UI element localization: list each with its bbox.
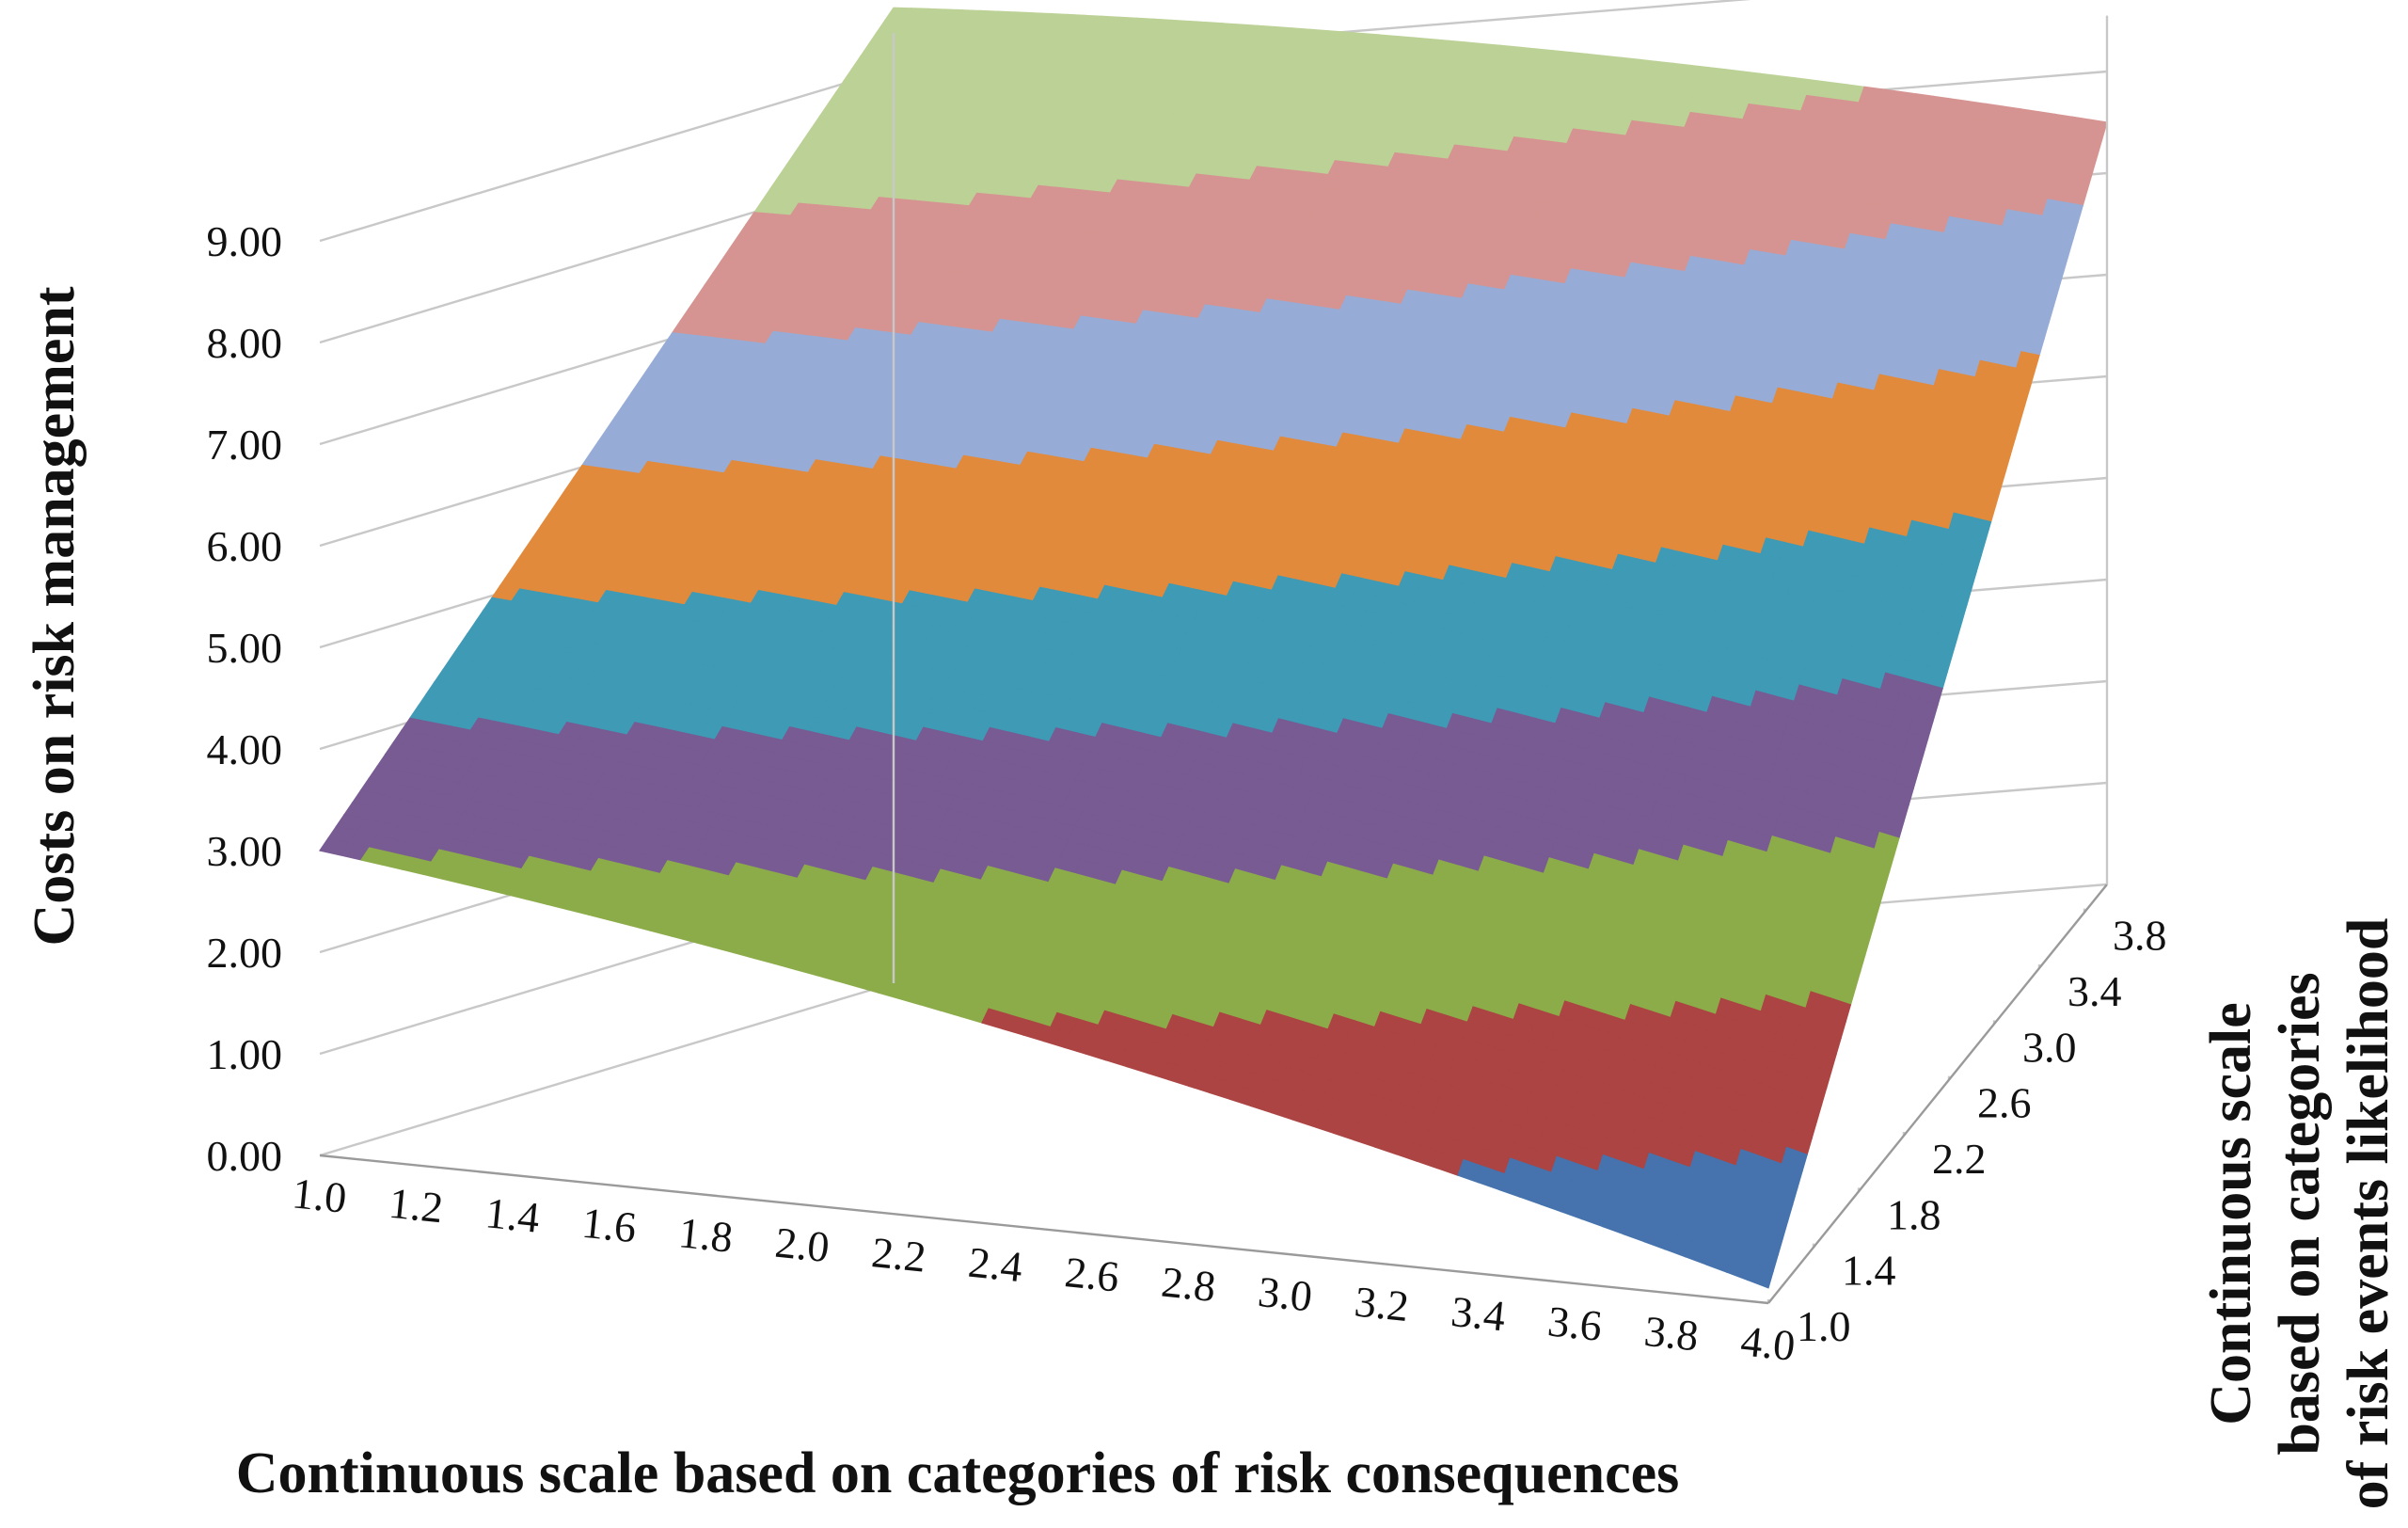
x-tick-label: 3.4: [1449, 1287, 1507, 1341]
z-tick-label: 1.00: [207, 1030, 283, 1078]
z-tick-label: 6.00: [207, 522, 283, 570]
x-tick-label: 1.8: [676, 1208, 735, 1262]
z-tick-label: 0.00: [207, 1132, 283, 1180]
x-tick-label: 2.0: [773, 1218, 832, 1272]
x-tick-label: 1.2: [387, 1179, 445, 1233]
z-tick-label: 9.00: [207, 217, 283, 265]
y-tick-label: 2.6: [1977, 1079, 2032, 1127]
x-tick-label: 3.8: [1642, 1307, 1701, 1361]
z-axis-title: Costs on risk management: [23, 286, 87, 946]
y-tick-label: 2.2: [1932, 1135, 1987, 1183]
y-tick-label: 1.4: [1842, 1247, 1896, 1295]
y-axis-title-line-1: Continuous scale: [2199, 1002, 2263, 1425]
x-tick-label: 2.4: [966, 1238, 1024, 1292]
x-tick-label: 3.2: [1353, 1277, 1411, 1330]
y-tick-label: 3.4: [2067, 967, 2122, 1015]
z-tick-label: 4.00: [207, 725, 283, 773]
x-tick-label: 3.0: [1256, 1267, 1314, 1321]
y-axis-title-line-3: of risk events likelihood: [2337, 918, 2400, 1510]
x-tick-label: 2.8: [1159, 1258, 1217, 1312]
y-tick-label: 1.8: [1887, 1190, 1941, 1238]
x-tick-label: 1.0: [290, 1169, 348, 1222]
z-tick-label: 3.00: [207, 827, 283, 875]
x-tick-label: 2.6: [1063, 1248, 1121, 1301]
y-tick-label: 1.0: [1797, 1302, 1851, 1350]
z-tick-label: 7.00: [207, 421, 283, 469]
y-axis-title-line-2: based on categories: [2268, 972, 2332, 1455]
x-tick-label: 2.2: [869, 1228, 927, 1281]
z-tick-label: 8.00: [207, 319, 283, 367]
surface: [319, 7, 2108, 1289]
y-tick-label: 3.8: [2113, 912, 2167, 960]
x-tick-label: 1.6: [579, 1199, 638, 1252]
x-tick-label: 1.4: [483, 1188, 542, 1242]
x-tick-label: 3.6: [1545, 1297, 1604, 1350]
z-axis-ticks: 0.00 1.00 2.00 3.00 4.00 5.00 6.00 7.00 8.00 9.00: [207, 217, 283, 1180]
z-tick-label: 5.00: [207, 624, 283, 672]
y-tick-label: 3.0: [2022, 1023, 2077, 1071]
x-tick-label: 4.0: [1738, 1316, 1797, 1370]
z-tick-label: 2.00: [207, 929, 283, 977]
x-axis-title: Continuous scale based on categories of …: [236, 1441, 1680, 1505]
